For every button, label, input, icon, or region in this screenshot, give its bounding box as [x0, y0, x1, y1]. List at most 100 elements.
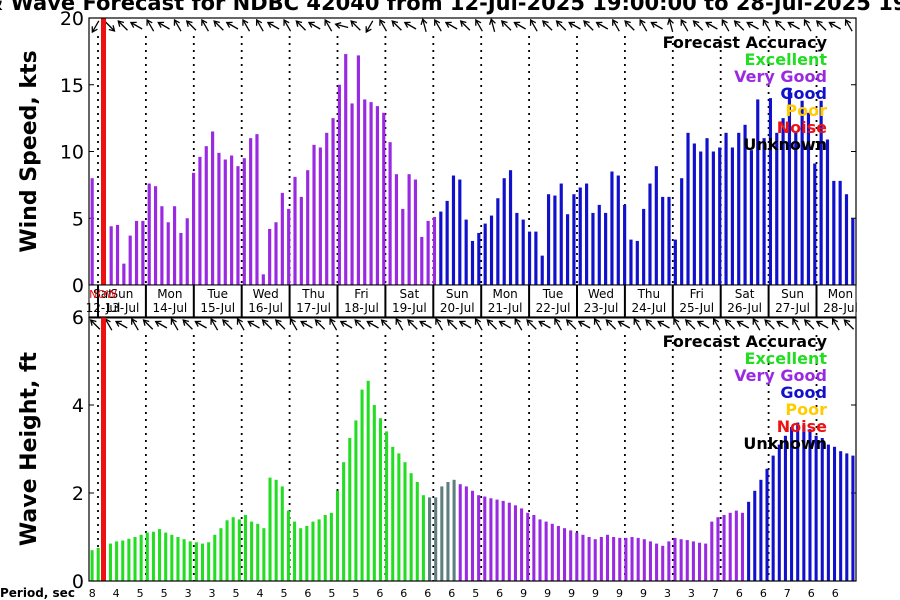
wind-bar	[141, 220, 145, 285]
wind-bar	[318, 147, 322, 285]
wind-direction-arrow	[513, 21, 526, 30]
wave-arrow-head	[131, 317, 138, 325]
wind-arrow-head	[365, 26, 372, 34]
wind-arrow-head	[185, 20, 193, 27]
wave-arrow-head	[657, 320, 665, 327]
wind-bar	[686, 132, 690, 285]
wave-bar	[832, 446, 837, 581]
wind-arrow-shaft	[214, 21, 224, 31]
period-value: 5	[352, 587, 359, 600]
wave-bar	[826, 444, 830, 581]
wave-bar	[96, 548, 100, 581]
wave-bar	[655, 543, 659, 581]
wave-arrow-head	[724, 319, 732, 326]
wind-direction-arrow	[650, 21, 663, 30]
wave-arrow-shaft	[646, 320, 656, 330]
wave-bar	[550, 523, 554, 581]
legend-entry: Excellent	[745, 50, 828, 69]
wave-direction-arrow	[114, 320, 128, 329]
wave-arrow-shaft	[805, 320, 815, 330]
wind-bar	[743, 124, 747, 285]
wave-bar	[802, 424, 806, 581]
wind-arrow-shaft	[158, 22, 170, 30]
wind-arrow-shaft	[268, 22, 280, 30]
wind-arrow-shaft	[543, 21, 553, 31]
wind-arrow-head	[774, 20, 782, 27]
wind-arrow-shaft	[804, 20, 812, 32]
wind-arrow-head	[650, 21, 658, 28]
wind-bar	[648, 183, 652, 285]
wave-bar	[385, 431, 389, 581]
wave-arrow-shaft	[290, 319, 298, 331]
wind-arrow-shaft	[490, 20, 496, 32]
day-of-week-label: Sun	[781, 287, 804, 301]
wind-bar	[477, 232, 481, 285]
wind-direction-arrow	[391, 20, 402, 31]
wind-direction-arrow	[91, 20, 100, 34]
wind-bar	[496, 198, 500, 285]
wind-direction-arrow	[146, 18, 155, 32]
wave-bar	[704, 543, 708, 581]
legend-entry: Very Good	[734, 67, 827, 86]
legend-title: Forecast Accuracy	[663, 332, 828, 351]
wind-arrow-shaft	[309, 22, 321, 30]
wind-bar	[249, 138, 253, 285]
wind-y-axis-label: Wind Speed, kts	[17, 50, 42, 252]
wind-arrow-head	[434, 18, 441, 26]
wave-plot-frame	[88, 316, 857, 582]
wave-arrow-shaft	[355, 320, 365, 330]
date-label: 24-Jul	[631, 301, 666, 315]
wind-bar	[825, 139, 830, 285]
wave-direction-arrow	[261, 319, 273, 330]
date-label: 14-Jul	[152, 301, 187, 315]
wind-bar	[147, 183, 151, 285]
wave-arrow-shaft	[475, 319, 483, 331]
wind-bar	[699, 151, 703, 285]
period-value: 6	[496, 587, 503, 600]
wind-bar	[800, 100, 804, 286]
wind-arrow-head	[583, 20, 590, 27]
wind-bar	[413, 179, 418, 285]
period-value: 7	[712, 587, 719, 600]
wind-direction-arrow	[173, 18, 182, 32]
wave-direction-arrow	[300, 320, 313, 329]
wave-height-chart: Wave Height, ft 0 2 4 6	[17, 307, 857, 593]
wave-direction-arrow	[736, 320, 750, 329]
wind-arrow-head	[201, 18, 208, 26]
wind-arrow-head	[489, 18, 496, 26]
wind-arrow-shaft	[422, 20, 427, 32]
period-value: 6	[808, 587, 815, 600]
date-label: 19-Jul	[392, 301, 427, 315]
wind-bar	[673, 239, 677, 285]
wind-bar	[604, 212, 608, 285]
wave-arrow-shaft	[330, 319, 338, 331]
wave-bar	[820, 438, 824, 581]
wind-bar	[223, 159, 227, 285]
wave-bar	[624, 537, 628, 581]
wind-y-tick-label: 20	[60, 8, 84, 30]
wind-bar	[629, 239, 633, 285]
wave-bar	[133, 537, 137, 581]
wave-bar	[335, 490, 340, 581]
wave-arrow-head	[435, 317, 442, 325]
wind-direction-arrow	[117, 20, 128, 31]
wave-arrow-shaft	[500, 321, 512, 329]
wind-direction-arrow	[283, 18, 292, 32]
wave-arrow-shaft	[606, 320, 617, 330]
wind-direction-arrow	[803, 18, 812, 32]
wind-bar	[166, 222, 170, 285]
wave-bar	[740, 512, 745, 581]
wave-direction-arrow	[314, 319, 326, 330]
wave-arrow-head	[764, 319, 771, 326]
wave-arrow-shaft	[685, 320, 696, 330]
wind-bar	[192, 172, 196, 285]
wave-arrow-head	[712, 317, 720, 325]
wind-direction-arrow	[680, 18, 689, 32]
wind-bar	[445, 200, 449, 285]
wave-bar	[121, 540, 125, 581]
wave-arrow-shaft	[487, 320, 498, 330]
wave-bar	[164, 532, 168, 581]
wind-arrow-shaft	[706, 22, 718, 30]
wave-arrow-shaft	[753, 319, 761, 331]
